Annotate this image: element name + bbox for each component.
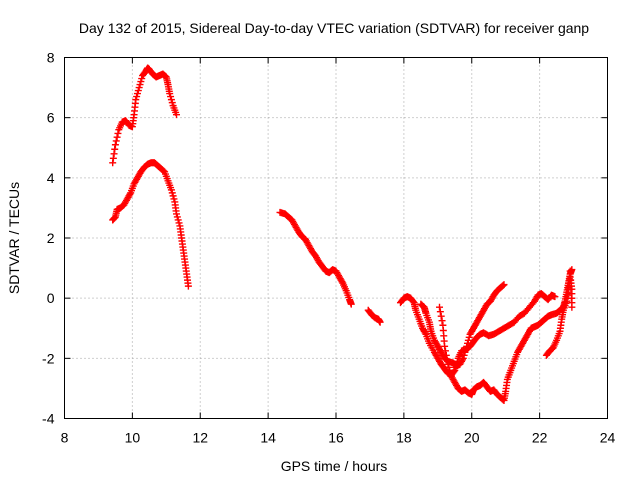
x-axis-label: GPS time / hours bbox=[281, 458, 388, 474]
x-tick-label: 18 bbox=[396, 430, 412, 446]
data-point bbox=[567, 294, 575, 302]
data-point bbox=[111, 141, 119, 149]
data-point bbox=[421, 329, 429, 337]
y-tick-label: 0 bbox=[47, 290, 55, 306]
y-tick-label: 4 bbox=[47, 170, 55, 186]
data-point bbox=[568, 303, 576, 311]
data-point bbox=[443, 356, 451, 364]
x-tick-label: 22 bbox=[532, 430, 548, 446]
data-point bbox=[438, 317, 446, 325]
data-point bbox=[436, 303, 444, 311]
y-tick-label: -2 bbox=[42, 350, 55, 366]
data-point bbox=[172, 111, 180, 119]
data-point bbox=[114, 129, 122, 137]
data-point bbox=[441, 342, 449, 350]
x-tick-label: 12 bbox=[192, 430, 208, 446]
x-tick-label: 20 bbox=[464, 430, 480, 446]
series-arc-3 bbox=[276, 208, 355, 308]
data-point bbox=[499, 396, 507, 404]
y-tick-label: -4 bbox=[42, 411, 55, 427]
data-point bbox=[184, 282, 192, 290]
data-point bbox=[499, 281, 507, 289]
series-arc-4 bbox=[364, 306, 384, 326]
x-tick-label: 8 bbox=[61, 430, 69, 446]
data-point bbox=[551, 293, 559, 301]
data-point bbox=[566, 267, 574, 275]
series-arc-1 bbox=[109, 64, 180, 167]
data-point bbox=[436, 308, 444, 316]
data-point bbox=[112, 137, 120, 145]
y-tick-label: 8 bbox=[47, 50, 55, 66]
y-tick-label: 6 bbox=[47, 110, 55, 126]
data-point bbox=[126, 190, 134, 198]
x-tick-label: 16 bbox=[328, 430, 344, 446]
data-point bbox=[376, 318, 384, 326]
y-tick-label: 2 bbox=[47, 230, 55, 246]
data-point bbox=[347, 300, 355, 308]
data-point bbox=[437, 312, 445, 320]
x-tick-label: 14 bbox=[260, 430, 276, 446]
data-point bbox=[567, 285, 575, 293]
grid bbox=[64, 57, 608, 419]
series-arc-2 bbox=[109, 159, 192, 290]
y-axis-label: SDTVAR / TECUs bbox=[6, 182, 22, 294]
plot-frame bbox=[64, 57, 608, 419]
data-point bbox=[113, 133, 121, 141]
data-point bbox=[442, 351, 450, 359]
data-points bbox=[109, 64, 576, 404]
series-arc-8 bbox=[542, 267, 576, 359]
data-point bbox=[500, 281, 508, 289]
x-tick-label: 24 bbox=[600, 430, 616, 446]
data-point bbox=[567, 276, 575, 284]
x-tick-label: 10 bbox=[125, 430, 141, 446]
chart-title: Day 132 of 2015, Sidereal Day-to-day VTE… bbox=[79, 20, 589, 36]
data-point bbox=[458, 356, 466, 364]
data-point bbox=[441, 347, 449, 355]
